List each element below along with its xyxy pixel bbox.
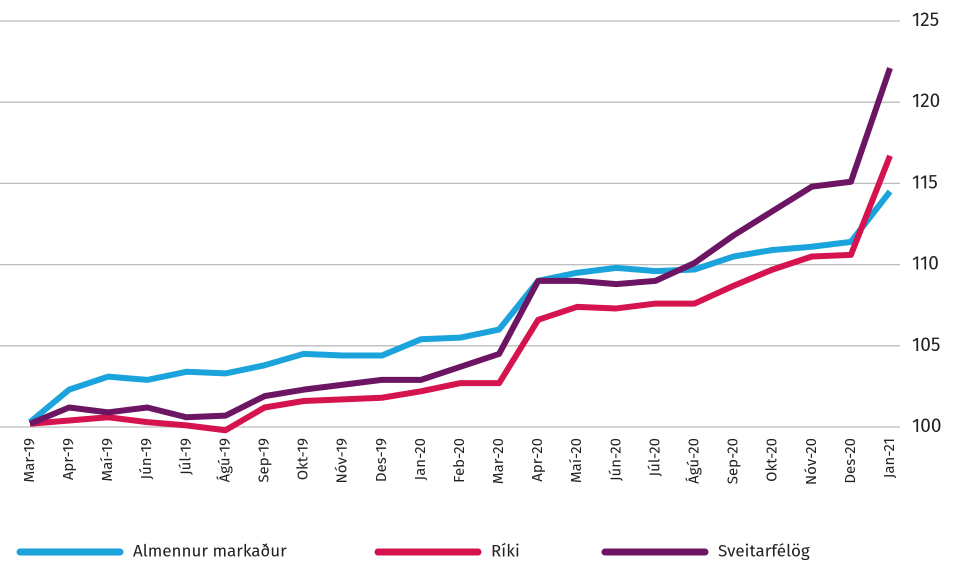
- legend-label: Ríki: [491, 540, 520, 561]
- x-tick-label: Júl-19: [176, 438, 194, 475]
- series-line: [28, 67, 893, 427]
- x-tick-label: Jan-20: [411, 438, 429, 480]
- x-tick-label: Des-20: [841, 438, 859, 484]
- x-tick-label: Ágú-19: [215, 438, 233, 482]
- legend-label: Almennur markaður: [133, 540, 287, 561]
- x-tick-label: Jún-20: [606, 438, 624, 481]
- x-tick-label: Des-19: [372, 438, 390, 482]
- y-tick-label: 110: [912, 253, 939, 276]
- x-tick-label: Maí-20: [567, 438, 585, 483]
- x-tick-label: Maí-19: [98, 438, 116, 482]
- series-line: [29, 154, 893, 434]
- x-tick-label: Apr-20: [528, 438, 546, 482]
- legend-label: Sveitarfélög: [718, 540, 810, 561]
- x-tick-label: Okt-20: [763, 438, 781, 482]
- x-tick-label: Nóv-20: [802, 438, 820, 485]
- x-tick-label: Mar-20: [489, 438, 507, 484]
- x-tick-label: Jan-21: [880, 438, 898, 478]
- y-tick-label: 120: [912, 90, 940, 113]
- y-tick-label: 105: [912, 334, 940, 357]
- x-tick-label: Nóv-19: [333, 438, 351, 484]
- x-tick-label: Ágú-20: [684, 438, 702, 484]
- x-tick-label: Sep-19: [254, 438, 272, 483]
- y-tick-label: 125: [912, 9, 939, 32]
- x-tick-label: Jún-19: [137, 438, 155, 480]
- series-line: [28, 189, 893, 425]
- x-tick-label: Sep-20: [724, 438, 742, 484]
- x-tick-label: Apr-19: [59, 438, 77, 480]
- x-tick-label: Mar-19: [20, 438, 38, 483]
- x-tick-label: Okt-19: [294, 438, 312, 480]
- x-tick-label: Feb-20: [450, 438, 468, 483]
- x-tick-label: Júl-20: [645, 438, 663, 476]
- y-tick-label: 100: [912, 415, 941, 438]
- y-tick-label: 115: [912, 171, 938, 194]
